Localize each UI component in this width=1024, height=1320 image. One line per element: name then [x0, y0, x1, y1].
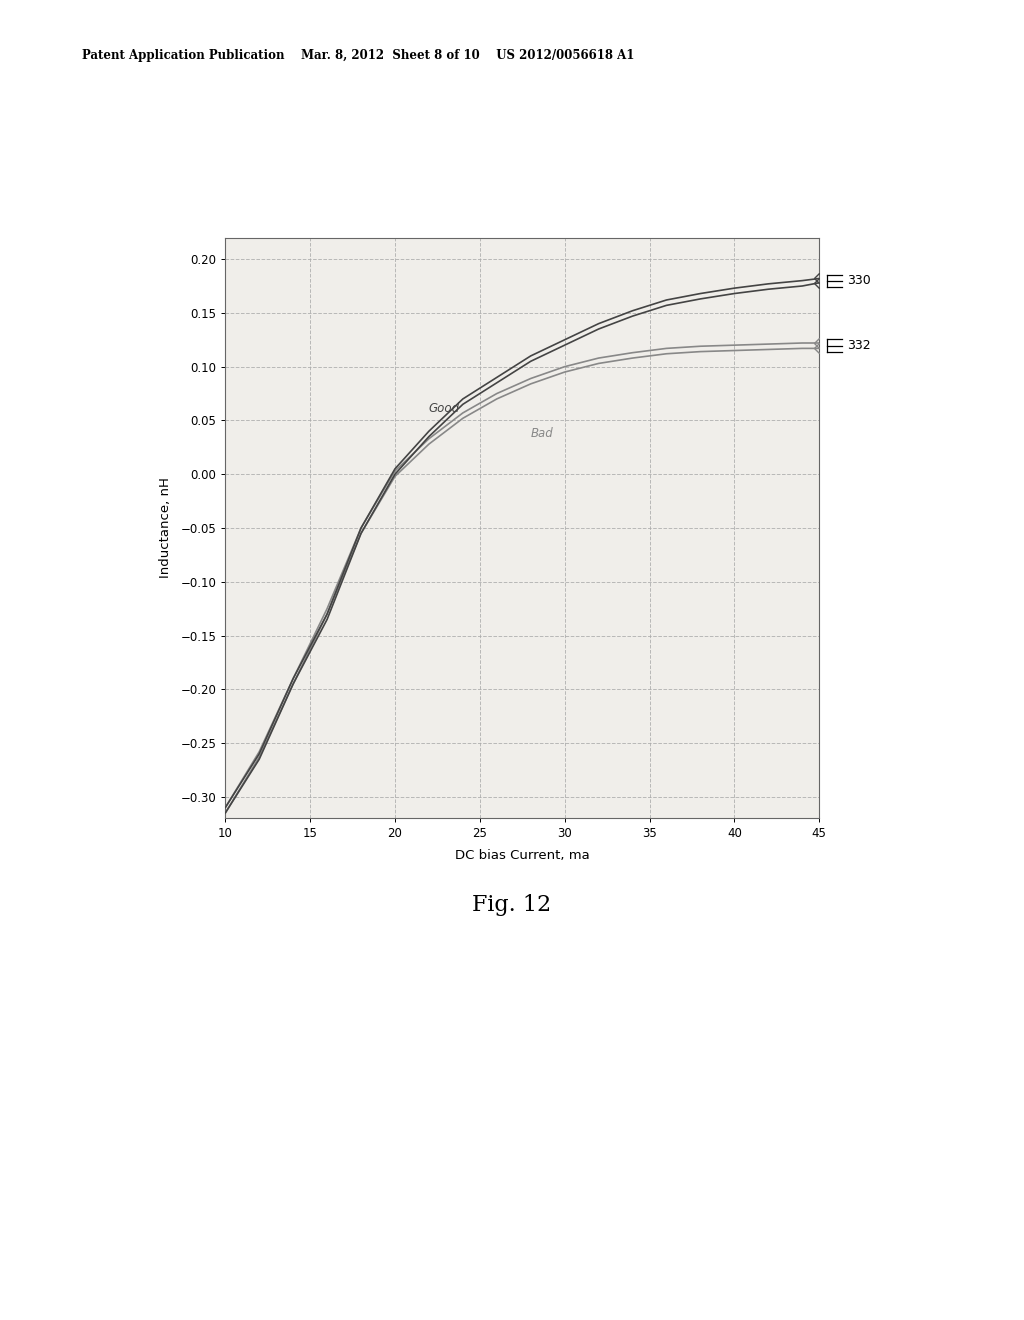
Text: Patent Application Publication    Mar. 8, 2012  Sheet 8 of 10    US 2012/0056618: Patent Application Publication Mar. 8, 2…	[82, 49, 634, 62]
Text: Fig. 12: Fig. 12	[472, 894, 552, 916]
X-axis label: DC bias Current, ma: DC bias Current, ma	[455, 849, 590, 862]
Text: Good: Good	[429, 401, 460, 414]
Y-axis label: Inductance, nH: Inductance, nH	[159, 478, 172, 578]
Text: 330: 330	[847, 275, 870, 288]
Text: Bad: Bad	[530, 426, 554, 440]
Text: 332: 332	[847, 339, 870, 352]
